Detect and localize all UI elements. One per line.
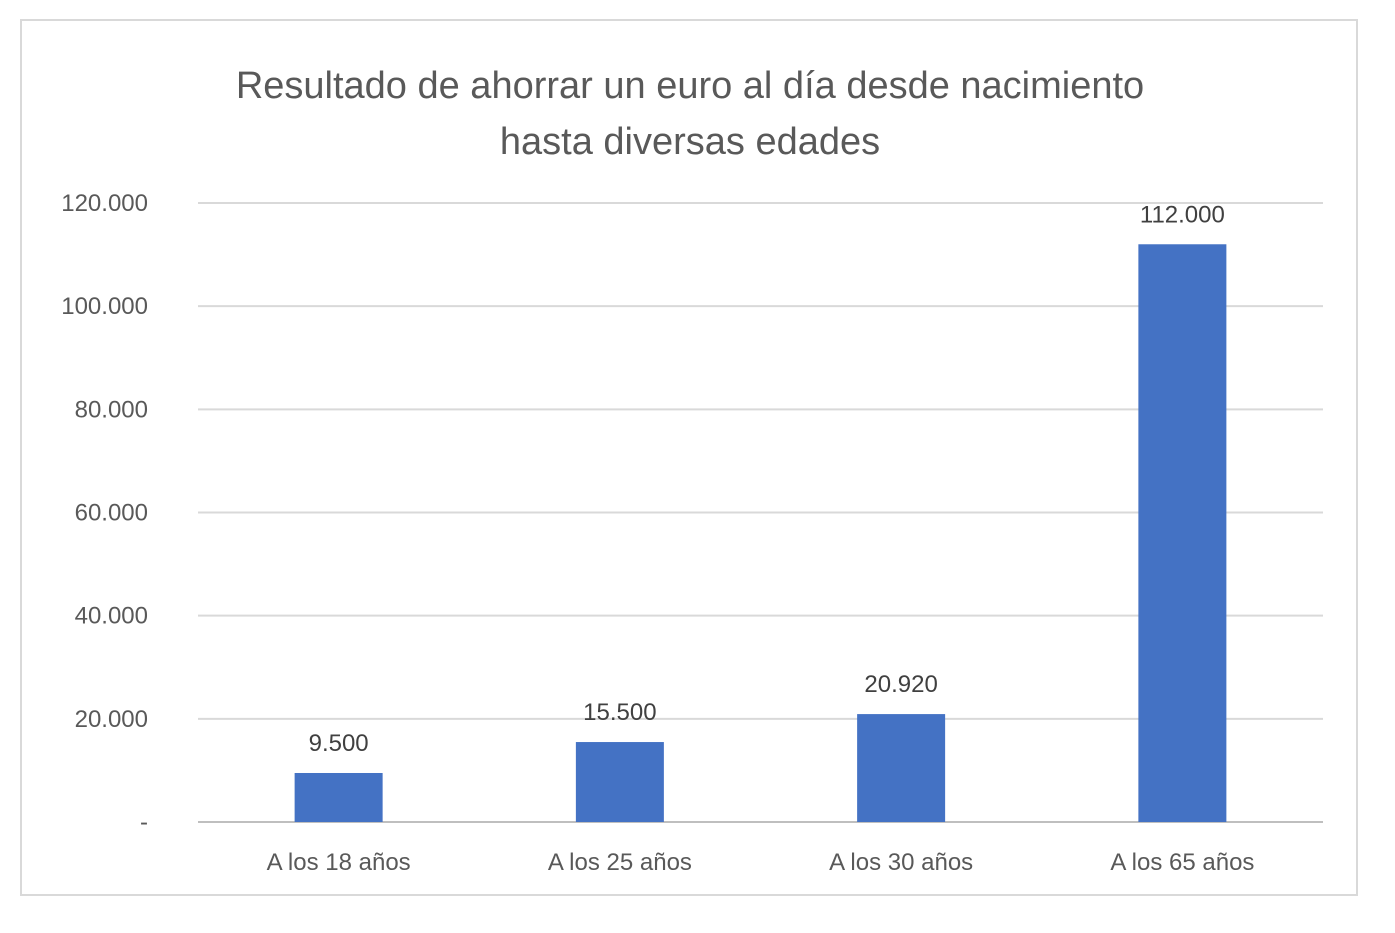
y-tick-label: 20.000 (75, 706, 148, 733)
data-label: 15.500 (583, 699, 656, 726)
bar (575, 742, 664, 822)
bar (294, 772, 383, 822)
data-label: 9.500 (309, 730, 369, 757)
y-axis-ticks: - 20.000 40.000 60.000 80.000 100.000 120.000 (61, 190, 148, 836)
chart-title-line-2: hasta diversas edades (500, 121, 880, 163)
y-tick-label: - (140, 809, 148, 836)
chart-frame: Resultado de ahorrar un euro al día desd… (20, 19, 1358, 896)
bar (1138, 244, 1227, 822)
x-tick-label: A los 30 años (829, 849, 973, 876)
data-labels: 9.500 15.500 20.920 112.000 (309, 201, 1225, 757)
y-tick-label: 40.000 (75, 603, 148, 630)
data-label: 112.000 (1140, 201, 1225, 228)
y-tick-label: 60.000 (75, 500, 148, 527)
y-tick-label: 120.000 (61, 190, 148, 217)
bar-chart: Resultado de ahorrar un euro al día desd… (61, 65, 1323, 876)
chart-title-line-1: Resultado de ahorrar un euro al día desd… (236, 65, 1144, 107)
data-label: 20.920 (864, 671, 937, 698)
bar (857, 714, 946, 822)
x-tick-label: A los 18 años (267, 849, 411, 876)
y-tick-label: 80.000 (75, 396, 148, 423)
x-tick-label: A los 65 años (1110, 849, 1254, 876)
x-tick-label: A los 25 años (548, 849, 692, 876)
y-tick-label: 100.000 (61, 293, 148, 320)
gridlines (198, 202, 1323, 823)
bars (294, 244, 1227, 822)
x-axis-categories: A los 18 años A los 25 años A los 30 años A… (267, 849, 1255, 876)
